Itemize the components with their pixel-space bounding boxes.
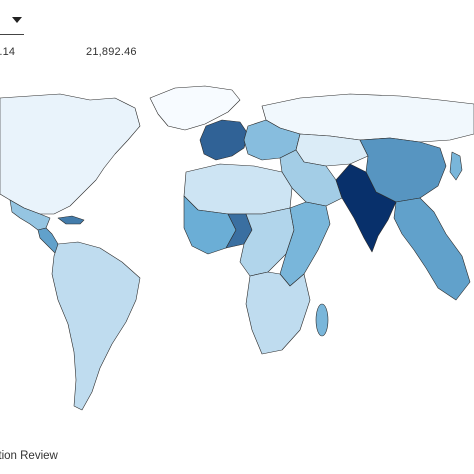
legend-min-value: 0.14: [0, 46, 16, 58]
region-north-america[interactable]: [0, 93, 141, 215]
region-south-america[interactable]: [51, 241, 141, 411]
region-india[interactable]: [335, 163, 397, 253]
region-china[interactable]: [359, 137, 447, 203]
region-japan[interactable]: [449, 151, 463, 181]
region-caribbean[interactable]: [57, 215, 85, 225]
region-greenland[interactable]: [149, 85, 241, 131]
region-madagascar[interactable]: [315, 303, 329, 337]
chevron-down-icon[interactable]: [12, 17, 22, 23]
source-footer: ation Review: [0, 450, 58, 462]
choropleth-world-map: [0, 85, 474, 411]
region-north-africa[interactable]: [183, 163, 293, 215]
region-southern-africa[interactable]: [245, 271, 311, 355]
region-western-europe[interactable]: [199, 119, 249, 161]
region-southeast-asia[interactable]: [393, 197, 471, 301]
legend-max-value: 21,892.46: [86, 46, 137, 58]
metric-dropdown[interactable]: [0, 6, 24, 35]
